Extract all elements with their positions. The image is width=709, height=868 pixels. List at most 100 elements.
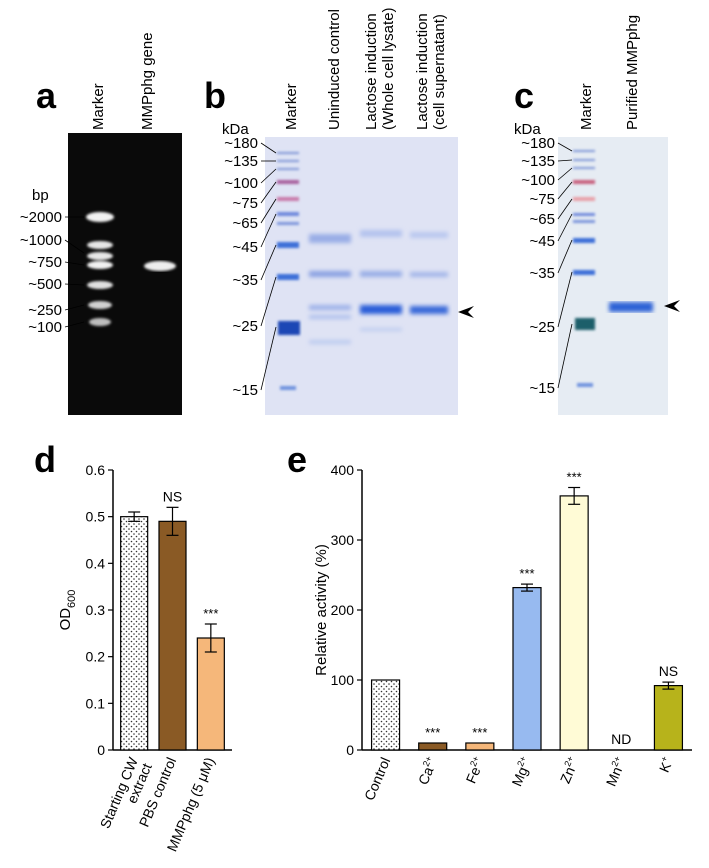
x-category-label: Control — [361, 755, 393, 803]
marker-label: ~65 — [233, 215, 258, 232]
panel-label-e: e — [287, 439, 307, 480]
y-axis-label: Relative activity (%) — [313, 544, 330, 676]
lane-label-gene: MMPphg gene — [139, 32, 156, 130]
marker-leader-line — [260, 142, 277, 154]
marker-label: ~100 — [28, 319, 62, 336]
marker-label: ~15 — [233, 382, 258, 399]
panel-label-a: a — [36, 75, 57, 116]
y-tick-label: 0 — [346, 742, 354, 758]
bar — [512, 586, 542, 751]
panel-c: c kDa ~180~135 ~100 ~75 ~65 ~45 ~35 ~25 ~15 Mar… — [514, 15, 680, 415]
marker-label: ~180 — [224, 135, 258, 152]
sds-gel-c — [558, 137, 668, 415]
significance-label: NS — [163, 488, 182, 504]
marker-labels-b: ~180~135 ~100 ~75 ~65 ~45 ~35 ~25 ~15 — [224, 135, 277, 399]
marker-label: ~65 — [530, 211, 555, 228]
lane-label-lactose-1: Lactose induction — [363, 13, 380, 130]
gel-b-bands — [277, 152, 448, 390]
unit-label-kda-b: kDa — [222, 121, 249, 138]
x-category-label: K+ — [655, 755, 676, 775]
y-tick-label: 300 — [331, 532, 355, 548]
marker-label: ~75 — [530, 191, 555, 208]
marker-leader-line — [260, 244, 277, 281]
bar — [120, 516, 149, 751]
y-axis-label-subscript: 600 — [66, 590, 78, 608]
marker-leader-line — [260, 213, 277, 248]
x-category-superscript: 2+ — [562, 755, 575, 768]
marker-label: ~135 — [521, 153, 555, 170]
marker-label: ~500 — [28, 276, 62, 293]
lane-label-lactose-2-sub: (cell supernatant) — [431, 14, 448, 130]
panel-label-c: c — [514, 75, 534, 116]
bar — [370, 679, 401, 751]
marker-label: ~250 — [28, 302, 62, 319]
marker-leader-line — [557, 239, 573, 274]
target-band-arrow-b — [458, 306, 474, 318]
marker-leader-line — [557, 198, 573, 220]
x-category-superscript: 2+ — [609, 755, 622, 768]
marker-label: ~1000 — [20, 232, 62, 249]
marker-leader-line — [557, 271, 573, 328]
chart-e: 0100200300400Control***Ca2+***Fe2+***Mg2… — [313, 462, 692, 803]
panel-a: a Marker MMPphg gene bp ~2000 ~1000 ~750 ~5… — [20, 32, 182, 415]
lane-label-lactose-2: Lactose induction — [414, 13, 431, 130]
x-category-base: Zn — [557, 764, 578, 785]
marker-leader-line — [557, 159, 573, 162]
marker-leader-line — [260, 181, 277, 204]
marker-ladder-bands — [86, 212, 114, 326]
panel-label-d: d — [34, 439, 56, 480]
panel-e: e 0100200300400Control***Ca2+***Fe2+***M… — [287, 439, 692, 803]
marker-leader-line — [64, 239, 85, 254]
x-category-label: Zn2+ — [556, 755, 582, 786]
marker-leader-line — [64, 304, 85, 311]
y-tick-label: 0.3 — [86, 602, 106, 618]
bar — [465, 742, 495, 751]
unit-label-kda-c: kDa — [514, 121, 541, 138]
target-band-arrow-c — [664, 300, 680, 312]
y-tick-label: 0.5 — [86, 509, 106, 525]
y-tick-label: 0 — [97, 742, 105, 758]
x-category-superscript: 2+ — [421, 755, 434, 768]
marker-leader-line — [260, 326, 277, 391]
x-category-label: Ca2+ — [414, 755, 441, 788]
bar — [418, 742, 448, 751]
lane-label-marker-c: Marker — [578, 83, 595, 130]
y-tick-label: 200 — [331, 602, 355, 618]
y-tick-label: 100 — [331, 672, 355, 688]
marker-leader-line — [557, 167, 573, 181]
marker-leader-line — [64, 283, 85, 286]
significance-label: *** — [519, 566, 534, 581]
y-tick-label: 400 — [331, 462, 355, 478]
significance-label: *** — [425, 725, 440, 740]
mmpphg-gene-band — [144, 261, 176, 271]
marker-label: ~45 — [233, 239, 258, 256]
marker-label: ~35 — [530, 265, 555, 282]
marker-label: ~180 — [521, 135, 555, 152]
marker-leader-line — [260, 276, 277, 327]
marker-label: ~45 — [530, 233, 555, 250]
marker-label: ~15 — [530, 380, 555, 397]
significance-label: NS — [659, 663, 678, 679]
marker-label: ~2000 — [20, 209, 62, 226]
y-axis-label: OD600 — [57, 590, 78, 631]
bar — [196, 637, 225, 751]
marker-label: ~35 — [233, 272, 258, 289]
lane-label-marker-a: Marker — [90, 83, 107, 130]
y-tick-label: 0.2 — [86, 649, 106, 665]
significance-label: *** — [567, 470, 582, 485]
marker-label: ~100 — [224, 175, 258, 192]
x-category-label: Fe2+ — [462, 755, 488, 786]
x-category-superscript: 2+ — [468, 755, 481, 768]
lane-label-lactose-1-sub: (Whole cell lysate) — [380, 7, 397, 130]
x-category-base: Control — [361, 755, 393, 803]
marker-leader-line — [64, 321, 85, 328]
marker-leader-line — [557, 213, 573, 242]
significance-label: ND — [611, 731, 631, 747]
panel-b: b — [204, 7, 474, 415]
y-tick-label: 0.4 — [86, 555, 106, 571]
x-category-base: Fe — [462, 764, 483, 785]
x-category-label: Mn2+ — [602, 755, 629, 789]
